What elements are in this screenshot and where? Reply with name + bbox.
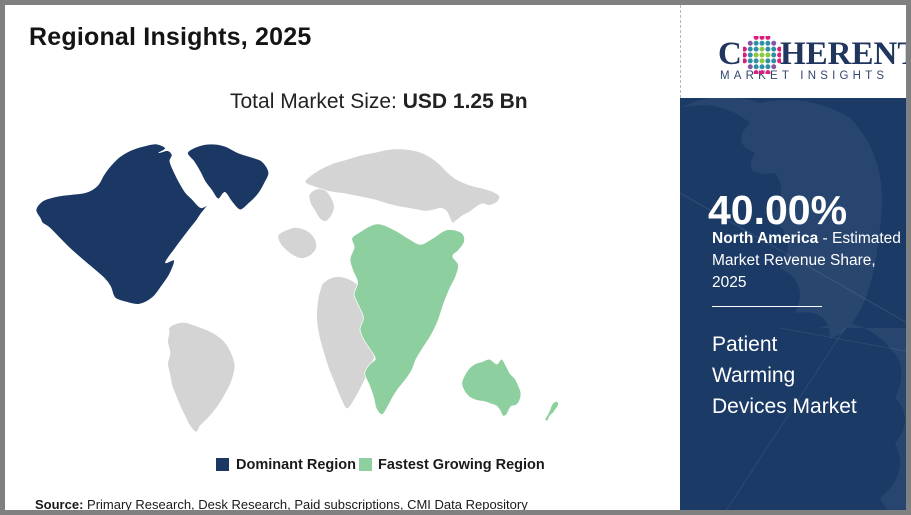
svg-text:C: C — [718, 36, 742, 72]
svg-text:HERENT: HERENT — [780, 36, 908, 72]
